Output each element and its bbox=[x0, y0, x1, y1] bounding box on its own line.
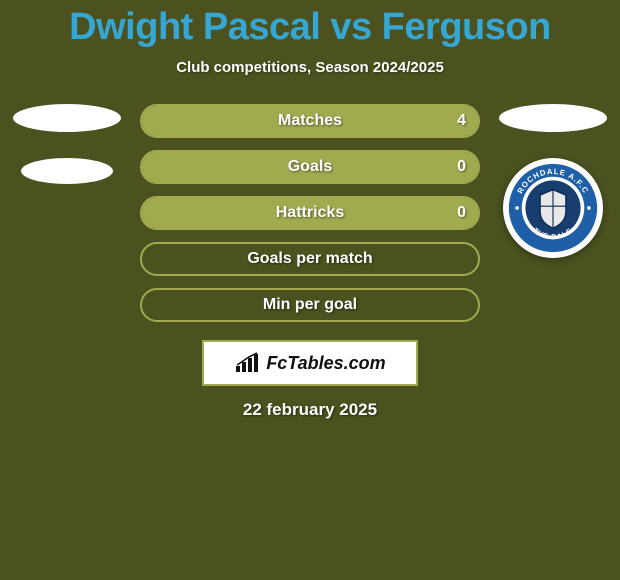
page-title: Dwight Pascal vs Ferguson bbox=[0, 0, 620, 49]
comparison-layout: Matches 4 Goals 0 Hattricks 0 Goals per match M… bbox=[0, 104, 620, 322]
footer-date: 22 february 2025 bbox=[0, 400, 620, 420]
club-crest: ROCHDALE A.F.C THE DALE bbox=[503, 158, 603, 258]
branding-text: FcTables.com bbox=[266, 353, 385, 374]
left-player-placeholder-1 bbox=[13, 104, 121, 132]
stat-label: Min per goal bbox=[263, 296, 357, 314]
stat-label: Goals bbox=[288, 158, 332, 176]
stat-label: Hattricks bbox=[276, 204, 344, 222]
left-player-placeholder-2 bbox=[21, 158, 113, 184]
stat-right-value: 0 bbox=[457, 158, 466, 176]
stat-bar: Min per goal bbox=[140, 288, 480, 322]
branding-box: FcTables.com bbox=[202, 340, 418, 386]
right-player-col: ROCHDALE A.F.C THE DALE bbox=[498, 104, 608, 258]
stat-label: Matches bbox=[278, 112, 342, 130]
right-player-placeholder bbox=[499, 104, 607, 132]
rochdale-crest-icon: ROCHDALE A.F.C THE DALE bbox=[507, 162, 599, 254]
left-player-col bbox=[12, 104, 122, 184]
stat-bar: Goals per match bbox=[140, 242, 480, 276]
stat-bar: Hattricks 0 bbox=[140, 196, 480, 230]
stat-bar: Goals 0 bbox=[140, 150, 480, 184]
stat-bar: Matches 4 bbox=[140, 104, 480, 138]
stat-right-value: 4 bbox=[457, 112, 466, 130]
bar-chart-icon bbox=[234, 352, 260, 374]
stat-bars: Matches 4 Goals 0 Hattricks 0 Goals per match M… bbox=[140, 104, 480, 322]
stat-right-value: 0 bbox=[457, 204, 466, 222]
stat-label: Goals per match bbox=[247, 250, 372, 268]
page-subtitle: Club competitions, Season 2024/2025 bbox=[0, 59, 620, 76]
